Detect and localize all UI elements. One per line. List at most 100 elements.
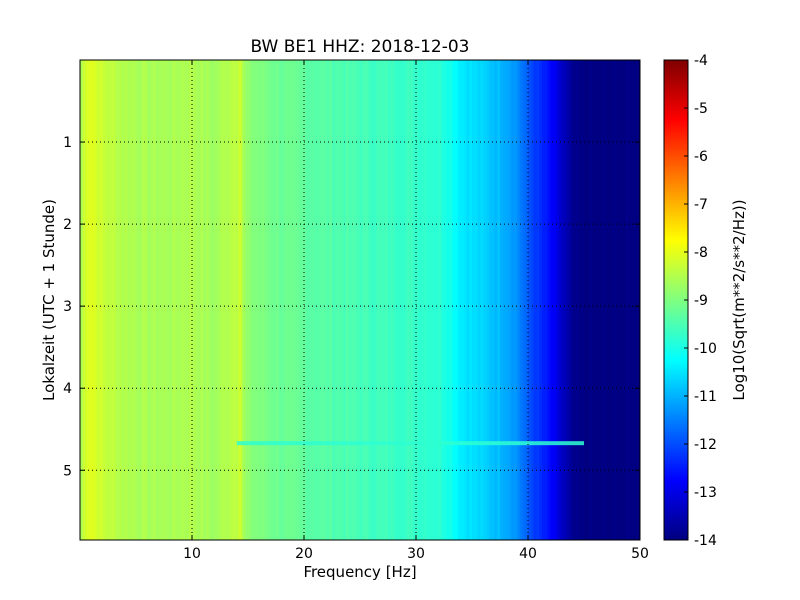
heatmap-column <box>578 60 582 540</box>
heatmap-column <box>586 60 591 540</box>
heatmap-column <box>472 60 476 540</box>
heatmap-column <box>161 60 165 540</box>
x-tick-label: 20 <box>295 546 313 562</box>
heatmap-column <box>183 60 187 540</box>
heatmap-column <box>220 60 224 540</box>
heatmap-column <box>508 60 512 540</box>
heatmap-column <box>127 60 131 540</box>
heatmap-column <box>514 60 518 540</box>
heatmap-column <box>287 60 291 540</box>
heatmap-column <box>483 60 487 540</box>
heatmap-column <box>116 60 120 540</box>
heatmap-column <box>612 60 616 540</box>
heatmap-column <box>228 60 232 540</box>
y-tick-label: 2 <box>63 217 72 233</box>
chart-title: BW BE1 HHZ: 2018-12-03 <box>250 37 469 57</box>
heatmap-column <box>609 60 613 540</box>
heatmap-column <box>178 60 182 540</box>
heatmap-column <box>424 60 428 540</box>
heatmap-columns <box>80 60 640 540</box>
heatmap-column <box>416 60 420 540</box>
heatmap-column <box>133 60 137 540</box>
heatmap-column <box>206 60 210 540</box>
heatmap-column <box>357 60 361 540</box>
heatmap-column <box>413 60 417 540</box>
y-axis-label: Lokalzeit (UTC + 1 Stunde) <box>40 199 58 401</box>
heatmap-column <box>584 60 588 540</box>
x-tick-label: 10 <box>183 546 201 562</box>
heatmap-column <box>561 60 565 540</box>
heatmap-column <box>147 60 151 540</box>
heatmap-column <box>248 60 252 540</box>
heatmap-column <box>547 60 551 540</box>
heatmap-column <box>105 60 109 540</box>
heatmap-column <box>634 60 638 540</box>
heatmap-column <box>332 60 336 540</box>
heatmap-column <box>376 60 381 540</box>
heatmap-column <box>407 60 411 540</box>
y-tick-label: 4 <box>63 381 72 397</box>
heatmap-column <box>628 60 633 540</box>
colorbar-tick-label: -13 <box>694 485 717 501</box>
plot-frame <box>79 59 641 541</box>
heatmap-column <box>144 60 148 540</box>
heatmap-column <box>141 60 145 540</box>
heatmap-column <box>262 60 266 540</box>
heatmap-column <box>192 60 196 540</box>
heatmap-column <box>480 60 484 540</box>
heatmap-column <box>432 60 437 540</box>
heatmap-column <box>306 60 311 540</box>
heatmap-column <box>152 60 157 540</box>
heatmap-column <box>449 60 453 540</box>
heatmap-column <box>110 60 115 540</box>
heatmap-column <box>528 60 532 540</box>
x-tick-label: 40 <box>519 546 537 562</box>
colorbar-tick-label: -12 <box>694 437 717 453</box>
heatmap-column <box>108 60 112 540</box>
colorbar-tick-label: -10 <box>694 341 717 357</box>
heatmap-column <box>217 60 221 540</box>
colorbar-tick-label: -4 <box>694 53 708 69</box>
heatmap-column <box>326 60 330 540</box>
heatmap-column <box>166 60 171 540</box>
heatmap-column <box>259 60 263 540</box>
heatmap-column <box>455 60 459 540</box>
x-tick-label: 50 <box>631 546 649 562</box>
heatmap-column <box>102 60 106 540</box>
heatmap-column <box>396 60 400 540</box>
heatmap-column <box>570 60 574 540</box>
heatmap-column <box>138 60 143 540</box>
heatmap-column <box>427 60 431 540</box>
heatmap-column <box>446 60 451 540</box>
heatmap-column <box>606 60 610 540</box>
heatmap-column <box>273 60 277 540</box>
heatmap-column <box>421 60 425 540</box>
heatmap-column <box>323 60 327 540</box>
x-axis-label: Frequency [Hz] <box>303 563 416 581</box>
heatmap-column <box>130 60 134 540</box>
plot-area <box>80 60 640 540</box>
heatmap-column <box>320 60 325 540</box>
heatmap-column <box>343 60 347 540</box>
heatmap-column <box>539 60 543 540</box>
heatmap-column <box>362 60 367 540</box>
heatmap-column <box>494 60 498 540</box>
heatmap-column <box>614 60 619 540</box>
heatmap-column <box>186 60 190 540</box>
heatmap-column <box>354 60 358 540</box>
heatmap-column <box>231 60 235 540</box>
heatmap-column <box>309 60 313 540</box>
heatmap-column <box>119 60 123 540</box>
heatmap-column <box>368 60 372 540</box>
heatmap-column <box>542 60 546 540</box>
heatmap-column <box>441 60 445 540</box>
heatmap-column <box>197 60 201 540</box>
heatmap-column <box>88 60 92 540</box>
heatmap-column <box>600 60 605 540</box>
colorbar-ticks: -4 -5 -6 -7 -8 -9 -10 -11 -12 -13 -14 <box>684 53 717 549</box>
heatmap-features <box>236 60 585 540</box>
heatmap-column <box>276 60 280 540</box>
heatmap-column <box>631 60 635 540</box>
heatmap-column <box>337 60 341 540</box>
heatmap-column <box>592 60 596 540</box>
